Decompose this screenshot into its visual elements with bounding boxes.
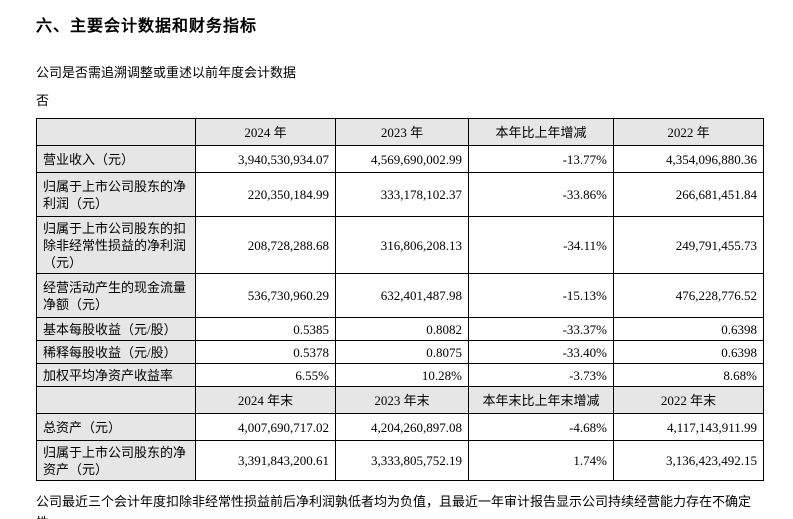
column-header-2024: 2024 年 xyxy=(195,118,336,146)
column-header-2022-end: 2022 年末 xyxy=(613,386,764,414)
annual-header-row: 2024 年 2023 年 本年比上年增减 2022 年 xyxy=(36,118,764,146)
cell-value: 0.5378 xyxy=(195,340,336,364)
table-row-diluted-eps: 稀释每股收益（元/股） 0.5378 0.8075 -33.40% 0.6398 xyxy=(36,340,764,364)
cell-value: 476,228,776.52 xyxy=(613,273,764,318)
cell-value: -4.68% xyxy=(468,413,614,441)
cell-value: 333,178,102.37 xyxy=(335,172,469,217)
section-title: 六、主要会计数据和财务指标 xyxy=(36,18,258,35)
cell-value: 0.8082 xyxy=(335,317,469,341)
cell-value: 3,391,843,200.61 xyxy=(195,440,336,481)
row-label: 稀释每股收益（元/股） xyxy=(36,340,196,364)
table-row-basic-eps: 基本每股收益（元/股） 0.5385 0.8082 -33.37% 0.6398 xyxy=(36,317,764,341)
cell-value: -33.86% xyxy=(468,172,614,217)
column-header-2023-end: 2023 年末 xyxy=(335,386,469,414)
cell-value: 632,401,487.98 xyxy=(335,273,469,318)
column-header-change: 本年比上年增减 xyxy=(468,118,614,146)
row-label: 归属于上市公司股东的净利润（元） xyxy=(36,172,196,217)
row-label: 经营活动产生的现金流量净额（元） xyxy=(36,273,196,318)
cell-value: 0.5385 xyxy=(195,317,336,341)
table-row-net-profit-excl-nonrecurring: 归属于上市公司股东的扣除非经常性损益的净利润（元） 208,728,288.68… xyxy=(36,216,764,274)
restate-question: 公司是否需追溯调整或重述以前年度会计数据 xyxy=(36,65,297,80)
cell-value: 10.28% xyxy=(335,363,469,387)
cell-value: 316,806,208.13 xyxy=(335,216,469,274)
column-header-empty xyxy=(36,386,196,414)
column-header-empty xyxy=(36,118,196,146)
column-header-2024-end: 2024 年末 xyxy=(195,386,336,414)
cell-value: 3,940,530,934.07 xyxy=(195,145,336,173)
cell-value: 249,791,455.73 xyxy=(613,216,764,274)
column-header-end-change: 本年末比上年末增减 xyxy=(468,386,614,414)
cell-value: 220,350,184.99 xyxy=(195,172,336,217)
cell-value: 8.68% xyxy=(613,363,764,387)
cell-value: 536,730,960.29 xyxy=(195,273,336,318)
cell-value: -34.11% xyxy=(468,216,614,274)
cell-value: 4,117,143,911.99 xyxy=(613,413,764,441)
restate-answer: 否 xyxy=(36,93,50,108)
cell-value: 4,204,260,897.08 xyxy=(335,413,469,441)
cell-value: -33.40% xyxy=(468,340,614,364)
row-label: 归属于上市公司股东的净资产（元） xyxy=(36,440,196,481)
cell-value: 3,136,423,492.15 xyxy=(613,440,764,481)
table-row-net-assets: 归属于上市公司股东的净资产（元） 3,391,843,200.61 3,333,… xyxy=(36,440,764,481)
cell-value: 0.8075 xyxy=(335,340,469,364)
cell-value: 266,681,451.84 xyxy=(613,172,764,217)
cell-value: -33.37% xyxy=(468,317,614,341)
table-row-operating-cash-flow: 经营活动产生的现金流量净额（元） 536,730,960.29 632,401,… xyxy=(36,273,764,318)
table-row-total-assets: 总资产（元） 4,007,690,717.02 4,204,260,897.08… xyxy=(36,413,764,441)
cell-value: -13.77% xyxy=(468,145,614,173)
cell-value: 1.74% xyxy=(468,440,614,481)
cell-value: 4,569,690,002.99 xyxy=(335,145,469,173)
cell-value: -15.13% xyxy=(468,273,614,318)
cell-value: 6.55% xyxy=(195,363,336,387)
row-label: 加权平均净资产收益率 xyxy=(36,363,196,387)
cell-value: 0.6398 xyxy=(613,340,764,364)
cell-value: 3,333,805,752.19 xyxy=(335,440,469,481)
table-row-net-profit: 归属于上市公司股东的净利润（元） 220,350,184.99 333,178,… xyxy=(36,172,764,217)
row-label: 营业收入（元） xyxy=(36,145,196,173)
cell-value: 4,354,096,880.36 xyxy=(613,145,764,173)
row-label: 基本每股收益（元/股） xyxy=(36,317,196,341)
going-concern-footnote: 公司最近三个会计年度扣除非经常性损益前后净利润孰低者均为负值，且最近一年审计报告… xyxy=(36,494,752,519)
cell-value: -3.73% xyxy=(468,363,614,387)
cell-value: 4,007,690,717.02 xyxy=(195,413,336,441)
table-row-revenue: 营业收入（元） 3,940,530,934.07 4,569,690,002.9… xyxy=(36,145,764,173)
key-financials-table: 2024 年 2023 年 本年比上年增减 2022 年 营业收入（元） 3,9… xyxy=(36,118,764,481)
cell-value: 208,728,288.68 xyxy=(195,216,336,274)
column-header-2023: 2023 年 xyxy=(335,118,469,146)
column-header-2022: 2022 年 xyxy=(613,118,764,146)
table-row-weighted-avg-roe: 加权平均净资产收益率 6.55% 10.28% -3.73% 8.68% xyxy=(36,363,764,387)
period-end-header-row: 2024 年末 2023 年末 本年末比上年末增减 2022 年末 xyxy=(36,386,764,414)
row-label: 总资产（元） xyxy=(36,413,196,441)
cell-value: 0.6398 xyxy=(613,317,764,341)
row-label: 归属于上市公司股东的扣除非经常性损益的净利润（元） xyxy=(36,216,196,274)
